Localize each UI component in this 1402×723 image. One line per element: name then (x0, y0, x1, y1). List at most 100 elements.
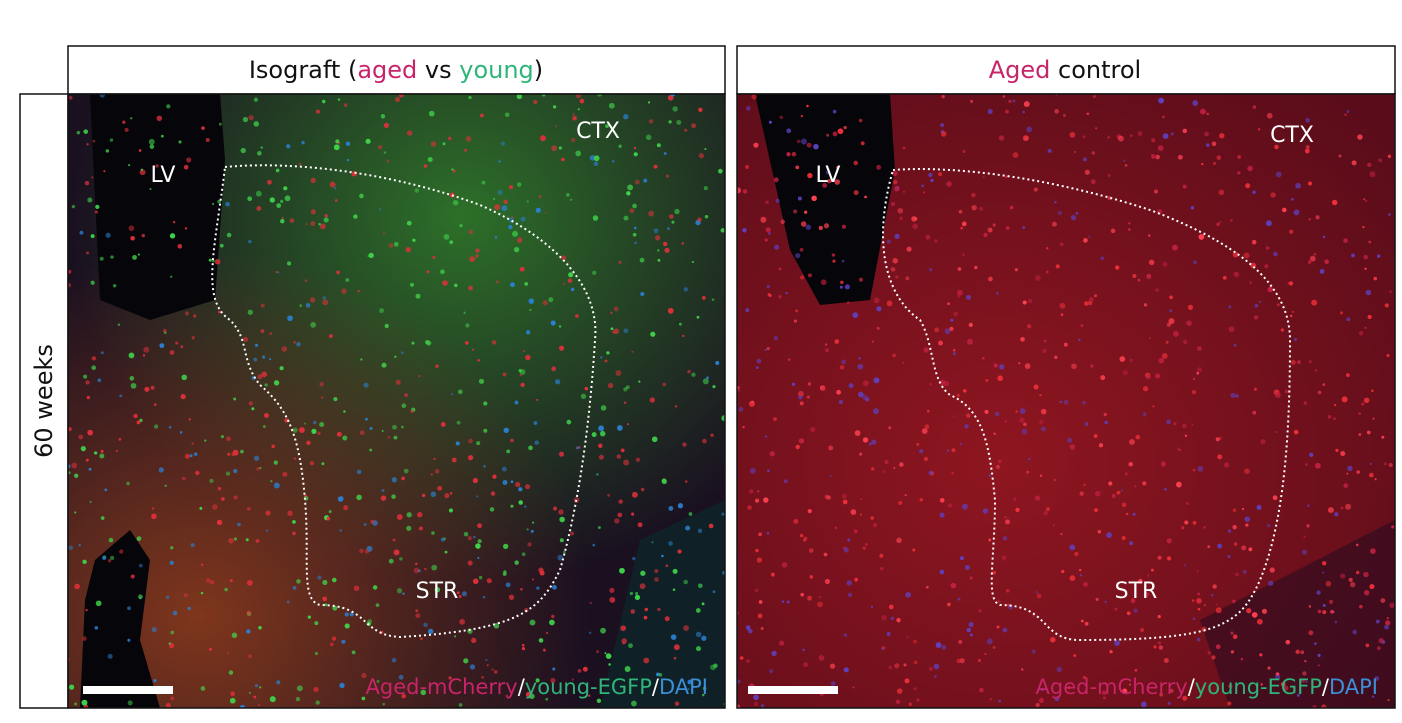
speckle (346, 158, 350, 162)
speckle (640, 291, 645, 297)
speckle (1015, 410, 1018, 413)
speckle (1114, 607, 1118, 611)
speckle (1144, 592, 1150, 598)
speckle (428, 110, 435, 117)
speckle (1257, 128, 1261, 131)
speckle (1013, 497, 1017, 501)
speckle (465, 323, 470, 328)
speckle (795, 309, 799, 313)
speckle (988, 474, 991, 477)
speckle (310, 221, 316, 227)
speckle (491, 340, 497, 345)
speckle (367, 255, 370, 258)
speckle (595, 650, 600, 654)
speckle (786, 152, 791, 157)
speckle (539, 570, 545, 576)
speckle (1133, 608, 1138, 613)
speckle (480, 113, 484, 118)
speckle (486, 578, 492, 584)
speckle (653, 164, 658, 169)
speckle (1032, 614, 1035, 618)
speckle (1348, 577, 1353, 582)
speckle (817, 601, 823, 608)
speckle (360, 358, 363, 361)
speckle (179, 431, 183, 434)
speckle (1095, 597, 1099, 601)
speckle (415, 613, 421, 619)
speckle (284, 195, 291, 202)
speckle (685, 525, 691, 531)
speckle (1217, 454, 1223, 460)
speckle (1365, 289, 1372, 296)
speckle (682, 442, 687, 447)
speckle (978, 608, 982, 613)
speckle (1157, 145, 1164, 151)
speckle (818, 225, 823, 231)
speckle (623, 215, 629, 221)
speckle (510, 282, 515, 288)
speckle (420, 689, 427, 696)
speckle (860, 498, 863, 501)
speckle (1023, 101, 1030, 108)
speckle (894, 663, 900, 669)
speckle (1190, 205, 1195, 210)
speckle (529, 619, 536, 626)
speckle (953, 311, 959, 317)
speckle (807, 595, 812, 601)
speckle (381, 362, 387, 368)
speckle (799, 401, 804, 406)
speckle (1061, 569, 1065, 574)
speckle (992, 646, 996, 649)
speckle (755, 366, 759, 370)
speckle (1252, 190, 1256, 194)
speckle (276, 680, 281, 685)
speckle (1295, 649, 1300, 654)
speckle (876, 306, 882, 312)
outline (211, 164, 597, 639)
speckle (1083, 238, 1088, 243)
speckle (616, 425, 623, 431)
speckle (468, 229, 474, 235)
speckle (100, 449, 104, 453)
speckle (1134, 668, 1138, 672)
speckle (418, 374, 421, 378)
speckle (589, 155, 596, 161)
speckle (764, 435, 768, 438)
speckle (1078, 568, 1082, 572)
panel-title: Isograft (aged vs young) (249, 56, 543, 84)
speckle (614, 518, 620, 524)
speckle (1124, 472, 1128, 476)
speckle (895, 275, 899, 279)
speckle (674, 701, 680, 706)
speckle (361, 672, 367, 679)
speckle (898, 500, 903, 506)
speckle (108, 537, 114, 543)
speckle (691, 260, 694, 264)
speckle (521, 552, 526, 557)
speckle (626, 423, 629, 426)
speckle (1317, 664, 1320, 667)
speckle (482, 595, 486, 599)
speckle (475, 543, 481, 549)
speckle (926, 409, 930, 413)
speckle (1317, 390, 1322, 395)
speckle (612, 330, 615, 334)
speckle (431, 531, 435, 535)
speckle (623, 459, 630, 466)
speckle (922, 191, 926, 194)
speckle (568, 272, 574, 278)
speckle (1155, 154, 1160, 160)
speckle (1150, 568, 1154, 572)
speckle (337, 496, 344, 502)
speckle (1300, 650, 1305, 655)
speckle (260, 303, 265, 308)
speckle (957, 294, 961, 298)
speckle (1322, 383, 1326, 386)
speckle (1227, 529, 1232, 533)
speckle (1005, 226, 1010, 230)
speckle (673, 656, 677, 660)
speckle (892, 353, 896, 358)
speckle (398, 674, 404, 680)
speckle (138, 594, 143, 600)
speckle (331, 577, 337, 583)
